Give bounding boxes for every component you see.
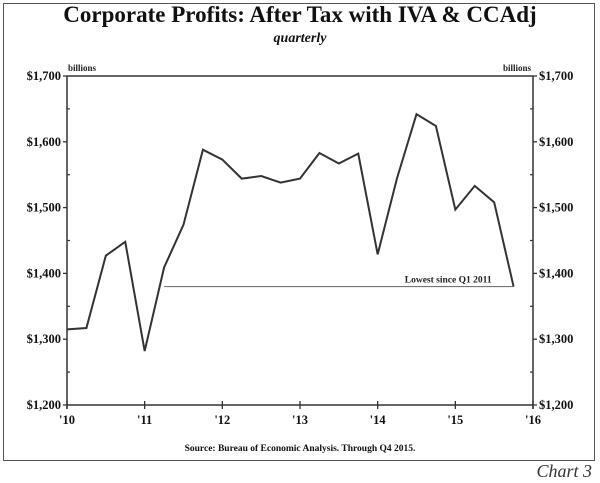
y-tick-label-right: $1,400 [539,266,573,280]
y-unit-left: billions [68,63,97,73]
x-tick-label: '13 [292,413,308,427]
x-tick-label: '15 [447,413,463,427]
x-tick-label: '14 [370,413,387,427]
chart-title: Corporate Profits: After Tax with IVA & … [63,2,537,27]
y-tick-label-right: $1,300 [539,332,573,346]
chart-subtitle: quarterly [273,31,327,46]
annotation-label: Lowest since Q1 2011 [405,276,492,286]
y-tick-label-left: $1,200 [27,398,61,412]
y-tick-label-left: $1,600 [27,135,61,149]
x-tick-label: '16 [525,413,541,427]
source-note: Source: Bureau of Economic Analysis. Thr… [184,444,416,454]
y-unit-right: billions [503,63,532,73]
x-tick-label: '11 [137,413,152,427]
series-line [66,112,515,352]
y-tick-label-left: $1,700 [27,69,61,83]
y-tick-label-left: $1,300 [27,332,61,346]
chart-frame [3,3,595,461]
y-tick-label-right: $1,600 [539,135,573,149]
y-tick-label-right: $1,500 [539,201,573,215]
y-tick-label-right: $1,200 [539,398,573,412]
y-tick-label-left: $1,500 [27,201,61,215]
x-tick-label: '10 [59,413,75,427]
y-tick-label-left: $1,400 [27,266,61,280]
x-tick-label: '12 [214,413,230,427]
y-tick-label-right: $1,700 [539,69,573,83]
chart-number-label: Chart 3 [536,461,592,481]
